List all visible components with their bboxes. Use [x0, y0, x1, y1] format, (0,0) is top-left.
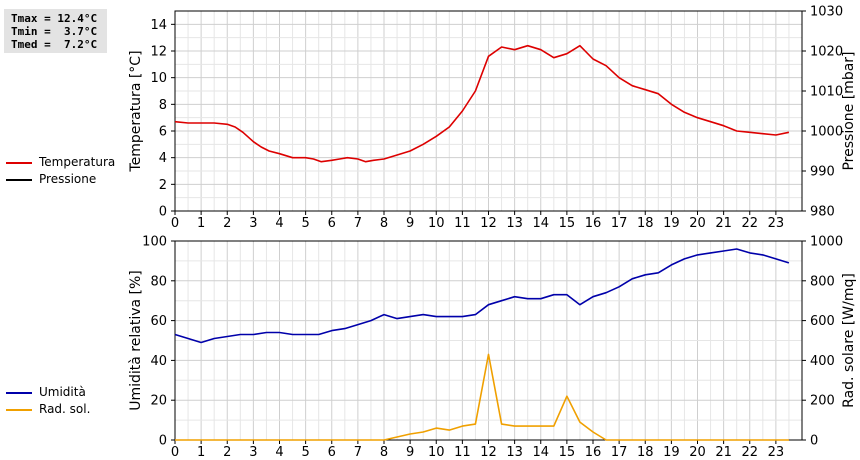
plot-frame [174, 240, 803, 441]
x-tick-label: 2 [223, 216, 231, 231]
x-tick-label: 23 [768, 445, 785, 460]
y2-tick-label: 200 [810, 394, 835, 409]
x-tick-label: 0 [171, 216, 179, 231]
y2-axis-label: Rad. solare [W/mq] [841, 273, 857, 408]
x-tick-label: 4 [275, 216, 283, 231]
legend-swatch-pressione [6, 179, 32, 181]
x-tick-label: 13 [506, 445, 523, 460]
y-axis-label: Temperatura [°C] [128, 50, 144, 172]
legend-swatch-temperatura [6, 162, 32, 164]
legend-label-pressione: Pressione [39, 172, 97, 186]
y-tick-label: 12 [150, 45, 167, 60]
x-tick-label: 7 [354, 216, 362, 231]
x-tick-label: 14 [532, 445, 549, 460]
x-tick-label: 18 [637, 216, 654, 231]
x-tick-label: 8 [380, 445, 388, 460]
y2-tick-label: 400 [810, 354, 835, 369]
x-tick-label: 20 [689, 445, 706, 460]
x-tick-label: 21 [715, 445, 732, 460]
x-tick-label: 22 [741, 445, 758, 460]
series-line-temperatura [174, 44, 790, 163]
y-tick-label: 0 [159, 434, 167, 449]
y-tick-label: 60 [150, 314, 167, 329]
x-tick-label: 1 [197, 445, 205, 460]
x-tick-label: 22 [741, 216, 758, 231]
series-line-rad-sol- [175, 353, 789, 441]
x-tick-label: 6 [328, 216, 336, 231]
y2-axis-label: Pressione [mbar] [841, 51, 857, 170]
x-tick-label: 2 [223, 445, 231, 460]
legend-swatch-umidita [6, 392, 32, 394]
x-tick-label: 4 [275, 445, 283, 460]
x-tick-label: 20 [689, 216, 706, 231]
x-tick-label: 8 [380, 216, 388, 231]
y-tick-label: 20 [150, 394, 167, 409]
y2-tick-label: 990 [810, 165, 835, 180]
y-tick-label: 14 [150, 18, 167, 33]
y-tick-label: 40 [150, 354, 167, 369]
series-line-umidit- [174, 248, 790, 344]
x-tick-label: 3 [249, 216, 257, 231]
y2-tick-label: 800 [810, 274, 835, 289]
x-tick-label: 5 [301, 445, 309, 460]
y-tick-label: 4 [159, 151, 167, 166]
x-tick-label: 12 [480, 216, 497, 231]
x-tick-label: 16 [585, 445, 602, 460]
x-tick-label: 9 [406, 445, 414, 460]
y2-tick-label: 0 [810, 434, 818, 449]
y-tick-label: 8 [159, 98, 167, 113]
x-tick-label: 0 [171, 445, 179, 460]
y-axis-label: Umidità relativa [%] [128, 270, 144, 411]
x-tick-label: 17 [611, 216, 628, 231]
y2-tick-label: 1020 [810, 45, 843, 60]
x-tick-label: 12 [480, 445, 497, 460]
x-tick-label: 11 [454, 445, 471, 460]
x-tick-label: 9 [406, 216, 414, 231]
x-tick-label: 1 [197, 216, 205, 231]
x-tick-label: 10 [428, 216, 445, 231]
x-tick-label: 21 [715, 216, 732, 231]
x-tick-label: 19 [663, 216, 680, 231]
y-tick-label: 100 [142, 235, 167, 250]
x-tick-label: 23 [768, 216, 785, 231]
stats-tmin: Tmin = 3.7°C [11, 25, 98, 38]
stats-box: Tmax = 12.4°C Tmin = 3.7°C Tmed = 7.2°C [4, 9, 107, 53]
y2-tick-label: 1030 [810, 5, 843, 20]
stats-tmed: Tmed = 7.2°C [11, 38, 98, 51]
legend-label-rad-sol: Rad. sol. [39, 402, 91, 416]
plot-frame [174, 10, 803, 212]
y-tick-label: 2 [159, 178, 167, 193]
y2-tick-label: 1000 [810, 235, 843, 250]
y-tick-label: 6 [159, 125, 167, 140]
y2-tick-label: 1010 [810, 85, 843, 100]
x-tick-label: 10 [428, 445, 445, 460]
x-tick-label: 17 [611, 445, 628, 460]
y-tick-label: 80 [150, 274, 167, 289]
x-tick-label: 7 [354, 445, 362, 460]
x-tick-label: 3 [249, 445, 257, 460]
stats-tmax: Tmax = 12.4°C [11, 12, 98, 25]
x-tick-label: 15 [559, 445, 576, 460]
y-tick-label: 0 [159, 205, 167, 220]
x-tick-label: 5 [301, 216, 309, 231]
y-tick-label: 10 [150, 71, 167, 86]
x-tick-label: 6 [328, 445, 336, 460]
x-tick-label: 14 [532, 216, 549, 231]
y2-tick-label: 600 [810, 314, 835, 329]
x-tick-label: 15 [559, 216, 576, 231]
x-tick-label: 18 [637, 445, 654, 460]
x-tick-label: 19 [663, 445, 680, 460]
y2-tick-label: 980 [810, 205, 835, 220]
x-tick-label: 11 [454, 216, 471, 231]
legend-label-umidita: Umidità [39, 385, 86, 399]
y2-tick-label: 1000 [810, 125, 843, 140]
x-tick-label: 16 [585, 216, 602, 231]
legend-label-temperatura: Temperatura [39, 155, 116, 169]
x-tick-label: 13 [506, 216, 523, 231]
legend-swatch-rad-sol [6, 409, 32, 411]
